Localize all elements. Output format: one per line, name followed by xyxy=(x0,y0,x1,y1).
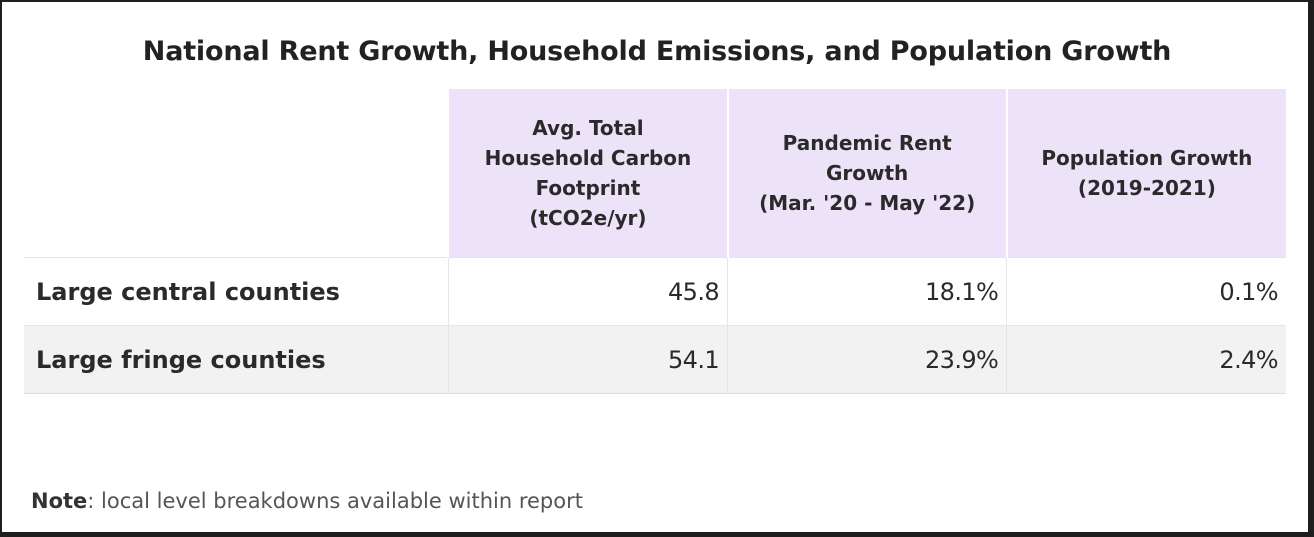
header-text: Population Growth (2019-2021) xyxy=(1008,143,1286,203)
row-label: Large central counties xyxy=(24,257,449,326)
header-line: Population Growth xyxy=(1041,146,1253,170)
header-line: Pandemic Rent xyxy=(782,131,952,155)
row-label: Large fringe counties xyxy=(24,325,449,394)
header-text: Pandemic Rent Growth (Mar. '20 - May '22) xyxy=(729,128,1006,218)
note-text: : local level breakdowns available withi… xyxy=(87,489,583,513)
header-line: (Mar. '20 - May '22) xyxy=(759,191,976,215)
header-row: Avg. Total Household Carbon Footprint (tCO2… xyxy=(24,89,1286,258)
table-row: Large central counties 45.8 18.1% 0.1% xyxy=(24,257,1286,326)
chart-title: National Rent Growth, Household Emission… xyxy=(142,36,1172,67)
cell-population-growth: 0.1% xyxy=(1006,257,1286,326)
header-text: Avg. Total Household Carbon Footprint (tCO2… xyxy=(449,113,726,233)
cell-carbon-footprint: 45.8 xyxy=(447,257,728,326)
note-label: Note xyxy=(31,489,88,513)
footnote: Note: local level breakdowns available w… xyxy=(31,489,583,513)
header-corner xyxy=(24,89,449,258)
table-row: Large fringe counties 54.1 23.9% 2.4% xyxy=(24,325,1286,394)
header-line: Household Carbon xyxy=(484,146,692,170)
cell-rent-growth: 23.9% xyxy=(727,325,1007,394)
cell-carbon-footprint: 54.1 xyxy=(447,325,728,394)
header-line: Footprint xyxy=(535,176,641,200)
cell-rent-growth: 18.1% xyxy=(727,257,1007,326)
header-line: Growth xyxy=(826,161,909,185)
cell-population-growth: 2.4% xyxy=(1006,325,1286,394)
column-header-carbon-footprint: Avg. Total Household Carbon Footprint (tCO2… xyxy=(447,89,728,258)
column-header-rent-growth: Pandemic Rent Growth (Mar. '20 - May '22) xyxy=(726,89,1007,258)
header-line: (2019-2021) xyxy=(1077,176,1216,200)
column-header-population-growth: Population Growth (2019-2021) xyxy=(1005,89,1286,258)
header-line: Avg. Total xyxy=(532,116,644,140)
header-line: (tCO2e/yr) xyxy=(529,206,647,230)
data-table: Avg. Total Household Carbon Footprint (tCO2… xyxy=(24,89,1286,394)
